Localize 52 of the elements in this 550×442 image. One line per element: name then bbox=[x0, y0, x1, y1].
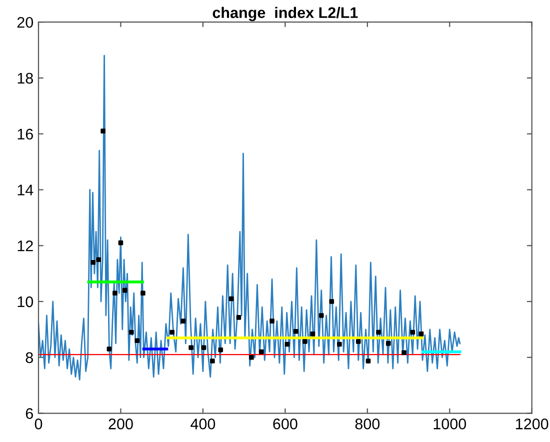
y-tick-label: 12 bbox=[18, 240, 33, 252]
x-tick-label: 600 bbox=[273, 418, 298, 430]
point bbox=[106, 346, 112, 352]
chart-title: change index L2/L1 bbox=[212, 6, 358, 22]
x-tick-label: 1000 bbox=[434, 418, 466, 430]
point bbox=[337, 342, 342, 347]
point bbox=[376, 330, 381, 335]
point bbox=[329, 299, 334, 304]
y-tick-label: 14 bbox=[18, 184, 34, 196]
x-tick-label: 0 bbox=[34, 418, 42, 430]
point bbox=[318, 313, 324, 318]
point bbox=[218, 347, 224, 352]
point bbox=[140, 290, 146, 296]
point bbox=[180, 318, 186, 324]
point bbox=[284, 342, 290, 347]
point bbox=[402, 350, 406, 356]
point bbox=[310, 332, 316, 336]
y-tick-label: 18 bbox=[18, 72, 33, 84]
point bbox=[356, 339, 361, 344]
point bbox=[410, 330, 416, 335]
point bbox=[228, 296, 234, 302]
point bbox=[122, 288, 128, 293]
point bbox=[188, 345, 194, 350]
x-tick-label: 800 bbox=[355, 418, 380, 430]
point bbox=[96, 257, 101, 262]
point bbox=[100, 128, 106, 134]
point bbox=[129, 330, 134, 335]
point bbox=[201, 345, 206, 350]
point bbox=[210, 358, 215, 364]
x-tick-label: 400 bbox=[190, 418, 216, 430]
point bbox=[112, 290, 118, 296]
y-tick-label: 8 bbox=[26, 352, 33, 364]
y-tick-label: 20 bbox=[17, 16, 34, 28]
point bbox=[90, 260, 96, 265]
point bbox=[134, 338, 140, 344]
point bbox=[258, 349, 264, 354]
point bbox=[170, 330, 175, 335]
point bbox=[386, 341, 391, 346]
point bbox=[249, 354, 254, 360]
y-tick-label: 16 bbox=[18, 128, 33, 140]
y-tick-label: 10 bbox=[18, 296, 34, 308]
x-tick-label: 200 bbox=[108, 418, 133, 430]
point bbox=[293, 329, 298, 334]
point bbox=[366, 358, 371, 364]
point bbox=[236, 315, 242, 320]
x-tick-label: 1200 bbox=[516, 418, 548, 430]
point bbox=[118, 240, 124, 246]
point bbox=[418, 332, 424, 336]
point bbox=[302, 339, 308, 344]
y-tick-label: 6 bbox=[26, 408, 33, 419]
point bbox=[270, 318, 274, 324]
line-series bbox=[38, 54, 461, 380]
